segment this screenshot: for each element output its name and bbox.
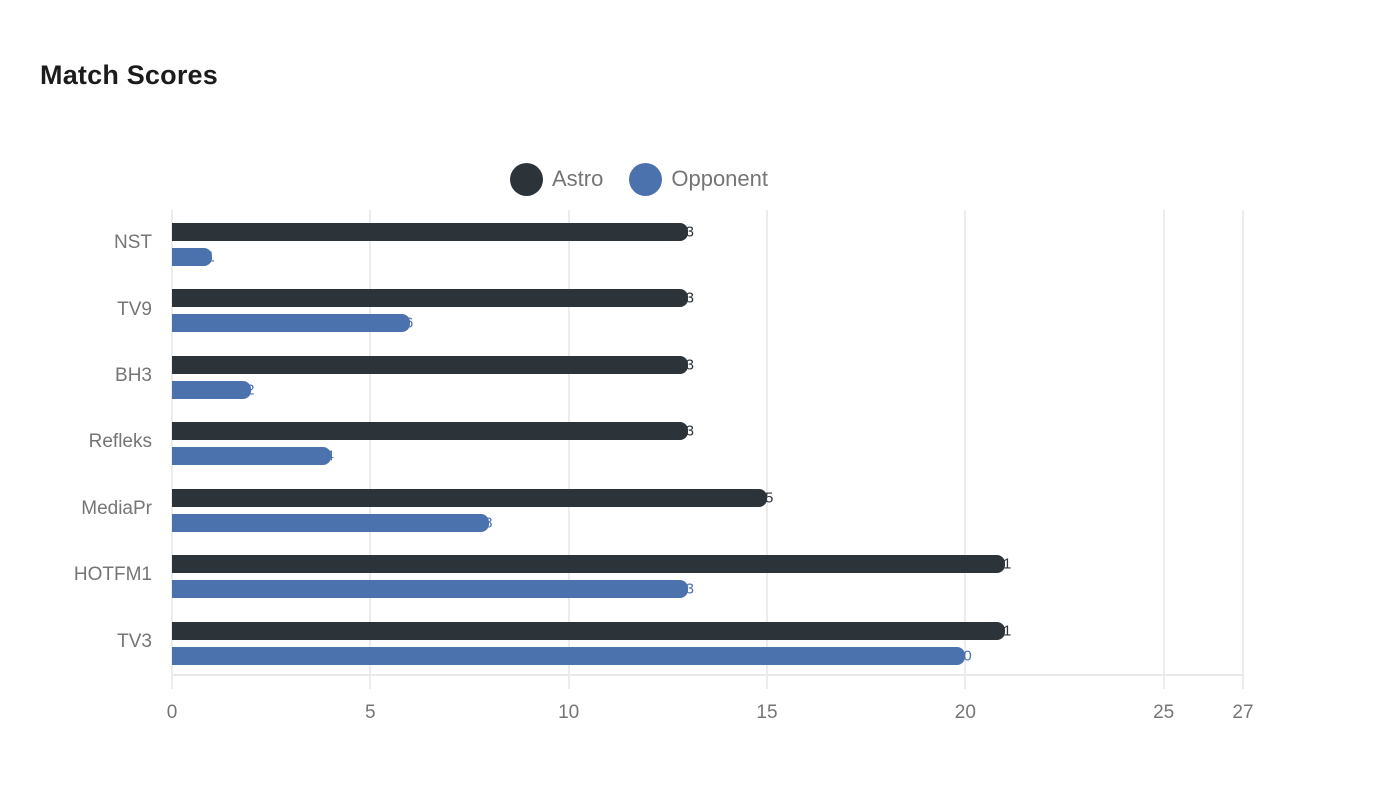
plot-area: 13 1 13 6 13 2 13 4 15 8 21 13 21 20 [171,210,1244,689]
x-tick-label: 25 [1153,702,1175,723]
bar-astro-mediapr[interactable] [172,488,767,507]
x-tick-label: 27 [1232,702,1254,723]
bar-group-mediapr: 15 8 [172,476,1243,542]
bar-track: 13 [172,289,1243,308]
gridline [964,210,967,689]
bar-value-label: 6 [404,314,414,332]
bar-astro-tv3[interactable] [172,621,1005,640]
bar-value-label: 4 [325,447,334,465]
gridline [567,210,570,689]
legend-label: Opponent [671,166,768,191]
x-tick-label: 15 [756,702,778,723]
bar-value-label: 15 [756,489,774,507]
x-axis-line [172,674,1243,676]
bar-value-label: 21 [994,555,1012,573]
bar-track: 20 [172,646,1243,665]
chart-legend: Astro Opponent [0,161,1278,197]
legend-swatch-icon [629,162,663,196]
bar-group-hotfm1: 21 13 [172,542,1243,608]
bar-group-nst: 13 1 [172,210,1243,276]
bar-value-label: 13 [677,422,694,440]
bar-value-label: 13 [677,580,694,598]
bar-opponent-bh3[interactable] [172,380,252,399]
bar-group-tv3: 21 20 [172,609,1243,675]
bar-value-label: 21 [994,622,1012,640]
category-label: HOTFM1 [73,564,152,586]
bar-opponent-tv3[interactable] [172,646,966,665]
bar-value-label: 2 [246,381,255,399]
bar-track: 4 [172,447,1243,466]
gridline [1162,210,1165,689]
x-axis-tick-labels: 0 5 10 15 20 25 27 [167,702,1254,728]
bar-track: 6 [172,314,1243,333]
bar-track: 21 [172,555,1243,574]
bar-track: 13 [172,422,1243,441]
bar-value-label: 13 [677,356,694,374]
x-tick-label: 5 [365,702,376,723]
bar-group-refleks: 13 4 [172,409,1243,475]
category-axis: NST TV9 BH3 Refleks MediaPr HOTFM1 TV3 [0,210,152,675]
bar-track: 8 [172,513,1243,532]
chart-title: Match Scores [40,60,218,90]
bar-value-label: 1 [206,248,215,266]
gridline [1242,210,1244,689]
category-label: MediaPr [81,497,152,519]
bar-track: 2 [172,380,1243,399]
category-label: TV9 [117,298,152,320]
bar-astro-nst[interactable] [172,223,688,241]
gridline [369,210,372,689]
x-tick-label: 0 [166,702,178,723]
bar-value-label: 8 [484,514,493,532]
bar-opponent-refleks[interactable] [172,447,331,466]
bar-track: 1 [172,248,1243,266]
bar-track: 13 [172,355,1243,374]
bar-track: 13 [172,580,1243,599]
category-label: TV3 [117,630,152,652]
legend-swatch-icon [510,162,543,196]
bar-group-tv9: 13 6 [172,276,1243,342]
category-label: NST [114,232,152,254]
bar-value-label: 20 [954,647,972,665]
legend-item-astro[interactable]: Astro [510,162,604,196]
legend-item-opponent[interactable]: Opponent [629,162,768,196]
x-tick-label: 20 [954,702,976,723]
category-label: BH3 [115,365,152,387]
bar-opponent-tv9[interactable] [172,314,410,333]
category-label: Refleks [88,431,152,453]
bar-opponent-nst[interactable] [172,248,212,266]
bar-astro-refleks[interactable] [172,422,688,441]
bar-track: 13 [172,223,1243,241]
legend-label: Astro [552,166,604,191]
bar-group-bh3: 13 2 [172,343,1243,409]
bar-astro-bh3[interactable] [172,355,688,374]
bar-track: 15 [172,488,1243,507]
gridline [766,210,768,689]
bar-astro-hotfm1[interactable] [172,555,1005,574]
bar-opponent-mediapr[interactable] [172,513,490,532]
bar-value-label: 13 [677,223,694,241]
bar-astro-tv9[interactable] [172,289,688,308]
x-tick-label: 10 [558,702,580,723]
bar-track: 21 [172,621,1243,640]
bar-value-label: 13 [677,289,694,307]
bar-opponent-hotfm1[interactable] [172,580,688,599]
